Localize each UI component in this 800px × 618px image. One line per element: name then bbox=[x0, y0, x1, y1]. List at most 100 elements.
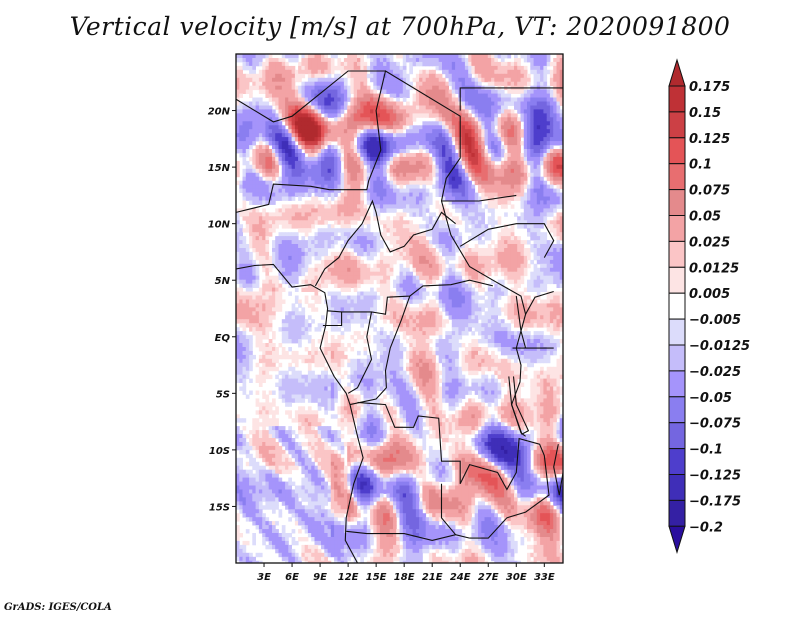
field-cell bbox=[301, 212, 306, 217]
field-cell bbox=[428, 180, 433, 186]
field-cell bbox=[265, 137, 270, 142]
field-cell bbox=[370, 101, 374, 106]
field-cell bbox=[370, 145, 374, 150]
field-cell bbox=[412, 113, 417, 118]
field-cell bbox=[399, 156, 404, 162]
field-cell bbox=[448, 73, 453, 79]
field-cell bbox=[474, 113, 479, 118]
field-cell bbox=[428, 137, 433, 142]
field-cell bbox=[497, 133, 502, 138]
field-cell bbox=[432, 168, 436, 174]
field-cell bbox=[311, 121, 315, 126]
field-cell bbox=[366, 121, 371, 126]
field-cell bbox=[294, 259, 299, 265]
field-cell bbox=[288, 160, 292, 166]
field-cell bbox=[242, 275, 247, 281]
field-cell bbox=[245, 105, 250, 110]
field-cell bbox=[494, 65, 498, 71]
field-cell bbox=[533, 267, 538, 273]
field-cell bbox=[291, 73, 296, 79]
field-cell bbox=[314, 58, 319, 63]
field-cell bbox=[298, 212, 302, 217]
field-cell bbox=[363, 125, 368, 130]
field-cell bbox=[396, 61, 400, 67]
field-cell bbox=[262, 73, 266, 79]
field-cell bbox=[445, 125, 449, 130]
field-cell bbox=[448, 251, 453, 257]
field-cell bbox=[327, 180, 332, 186]
field-cell bbox=[314, 105, 319, 110]
field-cell bbox=[379, 240, 384, 245]
field-cell bbox=[272, 244, 276, 249]
field-cell bbox=[363, 117, 368, 122]
field-cell bbox=[363, 77, 368, 83]
field-cell bbox=[451, 129, 456, 134]
field-cell bbox=[383, 164, 387, 170]
field-cell bbox=[432, 69, 436, 75]
field-cell bbox=[236, 275, 240, 281]
field-cell bbox=[546, 208, 551, 213]
field-cell bbox=[399, 81, 404, 87]
field-cell bbox=[236, 172, 240, 178]
field-cell bbox=[448, 255, 453, 261]
field-cell bbox=[438, 93, 443, 98]
field-cell bbox=[448, 248, 453, 253]
field-cell bbox=[330, 244, 335, 249]
field-cell bbox=[386, 65, 391, 71]
field-cell bbox=[419, 164, 423, 170]
field-cell bbox=[517, 141, 521, 146]
field-cell bbox=[291, 196, 296, 201]
field-cell bbox=[275, 81, 279, 87]
field-cell bbox=[275, 125, 279, 130]
field-cell bbox=[291, 164, 296, 170]
field-cell bbox=[517, 117, 521, 122]
field-cell bbox=[298, 133, 302, 138]
field-cell bbox=[255, 58, 260, 63]
field-cell bbox=[543, 248, 548, 253]
field-cell bbox=[357, 228, 361, 233]
field-cell bbox=[497, 176, 502, 182]
field-cell bbox=[301, 73, 306, 79]
field-cell bbox=[432, 81, 436, 87]
field-cell bbox=[272, 97, 276, 102]
field-cell bbox=[507, 129, 512, 134]
field-cell bbox=[461, 208, 466, 213]
field-cell bbox=[265, 61, 270, 67]
field-cell bbox=[399, 121, 404, 126]
field-cell bbox=[255, 196, 260, 201]
field-cell bbox=[402, 248, 407, 253]
field-cell bbox=[536, 117, 541, 122]
field-cell bbox=[314, 172, 319, 178]
field-cell bbox=[258, 220, 263, 225]
field-cell bbox=[258, 149, 263, 154]
field-cell bbox=[278, 121, 283, 126]
field-cell bbox=[543, 129, 548, 134]
field-cell bbox=[412, 141, 417, 146]
field-cell bbox=[438, 153, 443, 158]
field-cell bbox=[409, 251, 413, 257]
field-cell bbox=[285, 105, 289, 110]
field-cell bbox=[422, 172, 427, 178]
field-cell bbox=[281, 232, 286, 237]
field-cell bbox=[540, 141, 544, 146]
field-cell bbox=[330, 121, 335, 126]
field-cell bbox=[445, 121, 449, 126]
field-cell bbox=[373, 141, 377, 146]
field-cell bbox=[543, 208, 548, 213]
field-cell bbox=[360, 240, 364, 245]
field-cell bbox=[556, 101, 561, 106]
field-cell bbox=[455, 240, 459, 245]
field-cell bbox=[255, 188, 260, 193]
field-cell bbox=[311, 275, 315, 281]
field-cell bbox=[402, 125, 407, 130]
field-cell bbox=[497, 244, 502, 249]
field-cell bbox=[353, 176, 358, 182]
field-cell bbox=[379, 81, 384, 87]
field-cell bbox=[321, 77, 325, 83]
field-cell bbox=[409, 259, 413, 265]
field-cell bbox=[376, 164, 381, 170]
field-cell bbox=[553, 263, 557, 269]
field-cell bbox=[422, 200, 427, 205]
field-cell bbox=[445, 180, 449, 186]
field-cell bbox=[255, 105, 260, 110]
